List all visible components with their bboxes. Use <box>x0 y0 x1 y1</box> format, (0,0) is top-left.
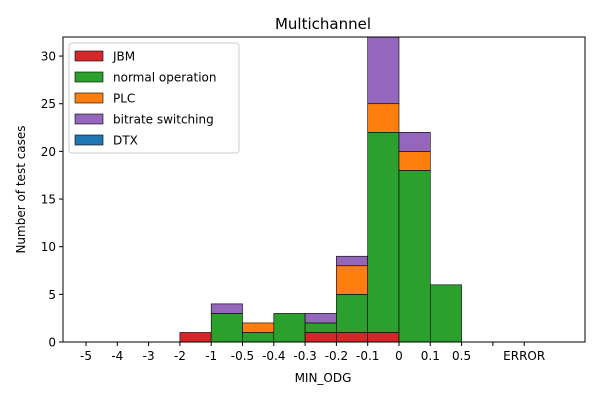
plot-frame <box>62 36 586 343</box>
bar-segment <box>336 294 368 333</box>
y-axis-label: Number of test cases <box>14 125 28 253</box>
bar-segment <box>367 132 400 333</box>
x-axis: -5 -4 -3 -2 -1 -0.5 -0.4 -0.3 -0.2 -0.1 0 0.1 0.5 ERR… <box>80 342 545 363</box>
x-axis-label: MIN_ODG <box>295 371 352 385</box>
x-tick-label: 0.5 <box>452 349 471 363</box>
legend-swatch <box>74 134 104 146</box>
x-tick-label: -0.4 <box>262 349 285 363</box>
bar-segment <box>179 332 212 343</box>
bars-group <box>179 36 462 343</box>
legend-label: JBM <box>112 50 135 64</box>
x-tick-label: -3 <box>143 349 155 363</box>
legend-label: normal operation <box>113 71 216 85</box>
y-tick-label: 20 <box>41 145 56 159</box>
x-tick-label: 0.1 <box>421 349 440 363</box>
bar-segment <box>398 151 431 171</box>
bar-segment <box>242 322 275 333</box>
bar-segment <box>242 332 275 343</box>
y-tick-label: 25 <box>41 97 56 111</box>
x-tick-label: -0.3 <box>293 349 316 363</box>
chart-title: Multichannel <box>275 15 371 33</box>
x-tick-label: -4 <box>111 349 123 363</box>
bar-segment <box>336 332 368 343</box>
bar-segment <box>398 170 431 343</box>
legend-swatch <box>74 50 104 62</box>
x-tick-label: ERROR <box>503 349 545 363</box>
legend-label: bitrate switching <box>113 113 214 127</box>
x-tick-label: -0.5 <box>231 349 254 363</box>
legend-box <box>68 42 240 154</box>
x-tick-label: -1 <box>205 349 217 363</box>
x-tick-label: -2 <box>174 349 186 363</box>
bar-segment <box>210 303 243 314</box>
x-tick-label: 0 <box>395 349 403 363</box>
bar-segment <box>367 36 400 105</box>
bar-segment <box>336 255 368 267</box>
legend-label: PLC <box>113 92 135 106</box>
legend: JBM normal operation PLC bitrate switching D… <box>68 42 240 154</box>
bar-segment <box>367 103 400 133</box>
y-tick-label: 0 <box>48 336 56 350</box>
bar-segment <box>367 332 400 343</box>
y-axis: 0 5 10 15 20 25 30 <box>41 50 63 350</box>
x-tick-label: -0.2 <box>325 349 348 363</box>
bar-segment <box>210 313 243 343</box>
y-tick-label: 10 <box>41 240 56 254</box>
x-tick-label: -5 <box>80 349 92 363</box>
y-tick-label: 15 <box>41 193 56 207</box>
bar-segment <box>429 284 462 343</box>
bar-segment <box>304 322 337 333</box>
legend-swatch <box>74 113 104 125</box>
x-tick-label: -0.1 <box>356 349 379 363</box>
bar-segment <box>304 332 337 343</box>
legend-swatch <box>74 92 104 104</box>
legend-label: DTX <box>113 134 138 148</box>
bar-segment <box>304 313 337 324</box>
bar-segment <box>273 313 306 343</box>
bar-segment <box>336 265 368 295</box>
y-tick-label: 30 <box>41 50 56 64</box>
bar-segment <box>398 132 431 152</box>
legend-swatch <box>74 71 104 83</box>
y-tick-label: 5 <box>48 288 56 302</box>
